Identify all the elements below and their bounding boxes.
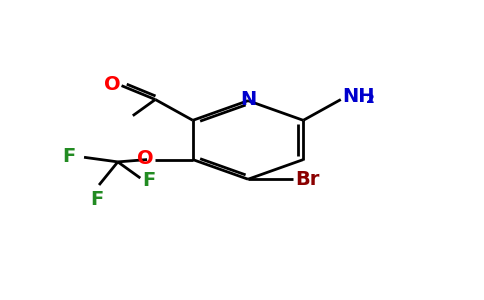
Text: F: F xyxy=(91,190,104,208)
Text: N: N xyxy=(240,90,256,109)
Text: O: O xyxy=(137,149,153,168)
Text: Br: Br xyxy=(295,170,319,189)
Text: 2: 2 xyxy=(366,93,375,106)
Text: F: F xyxy=(142,171,155,190)
Text: F: F xyxy=(62,147,76,166)
Text: NH: NH xyxy=(343,87,375,106)
Text: O: O xyxy=(104,75,121,94)
